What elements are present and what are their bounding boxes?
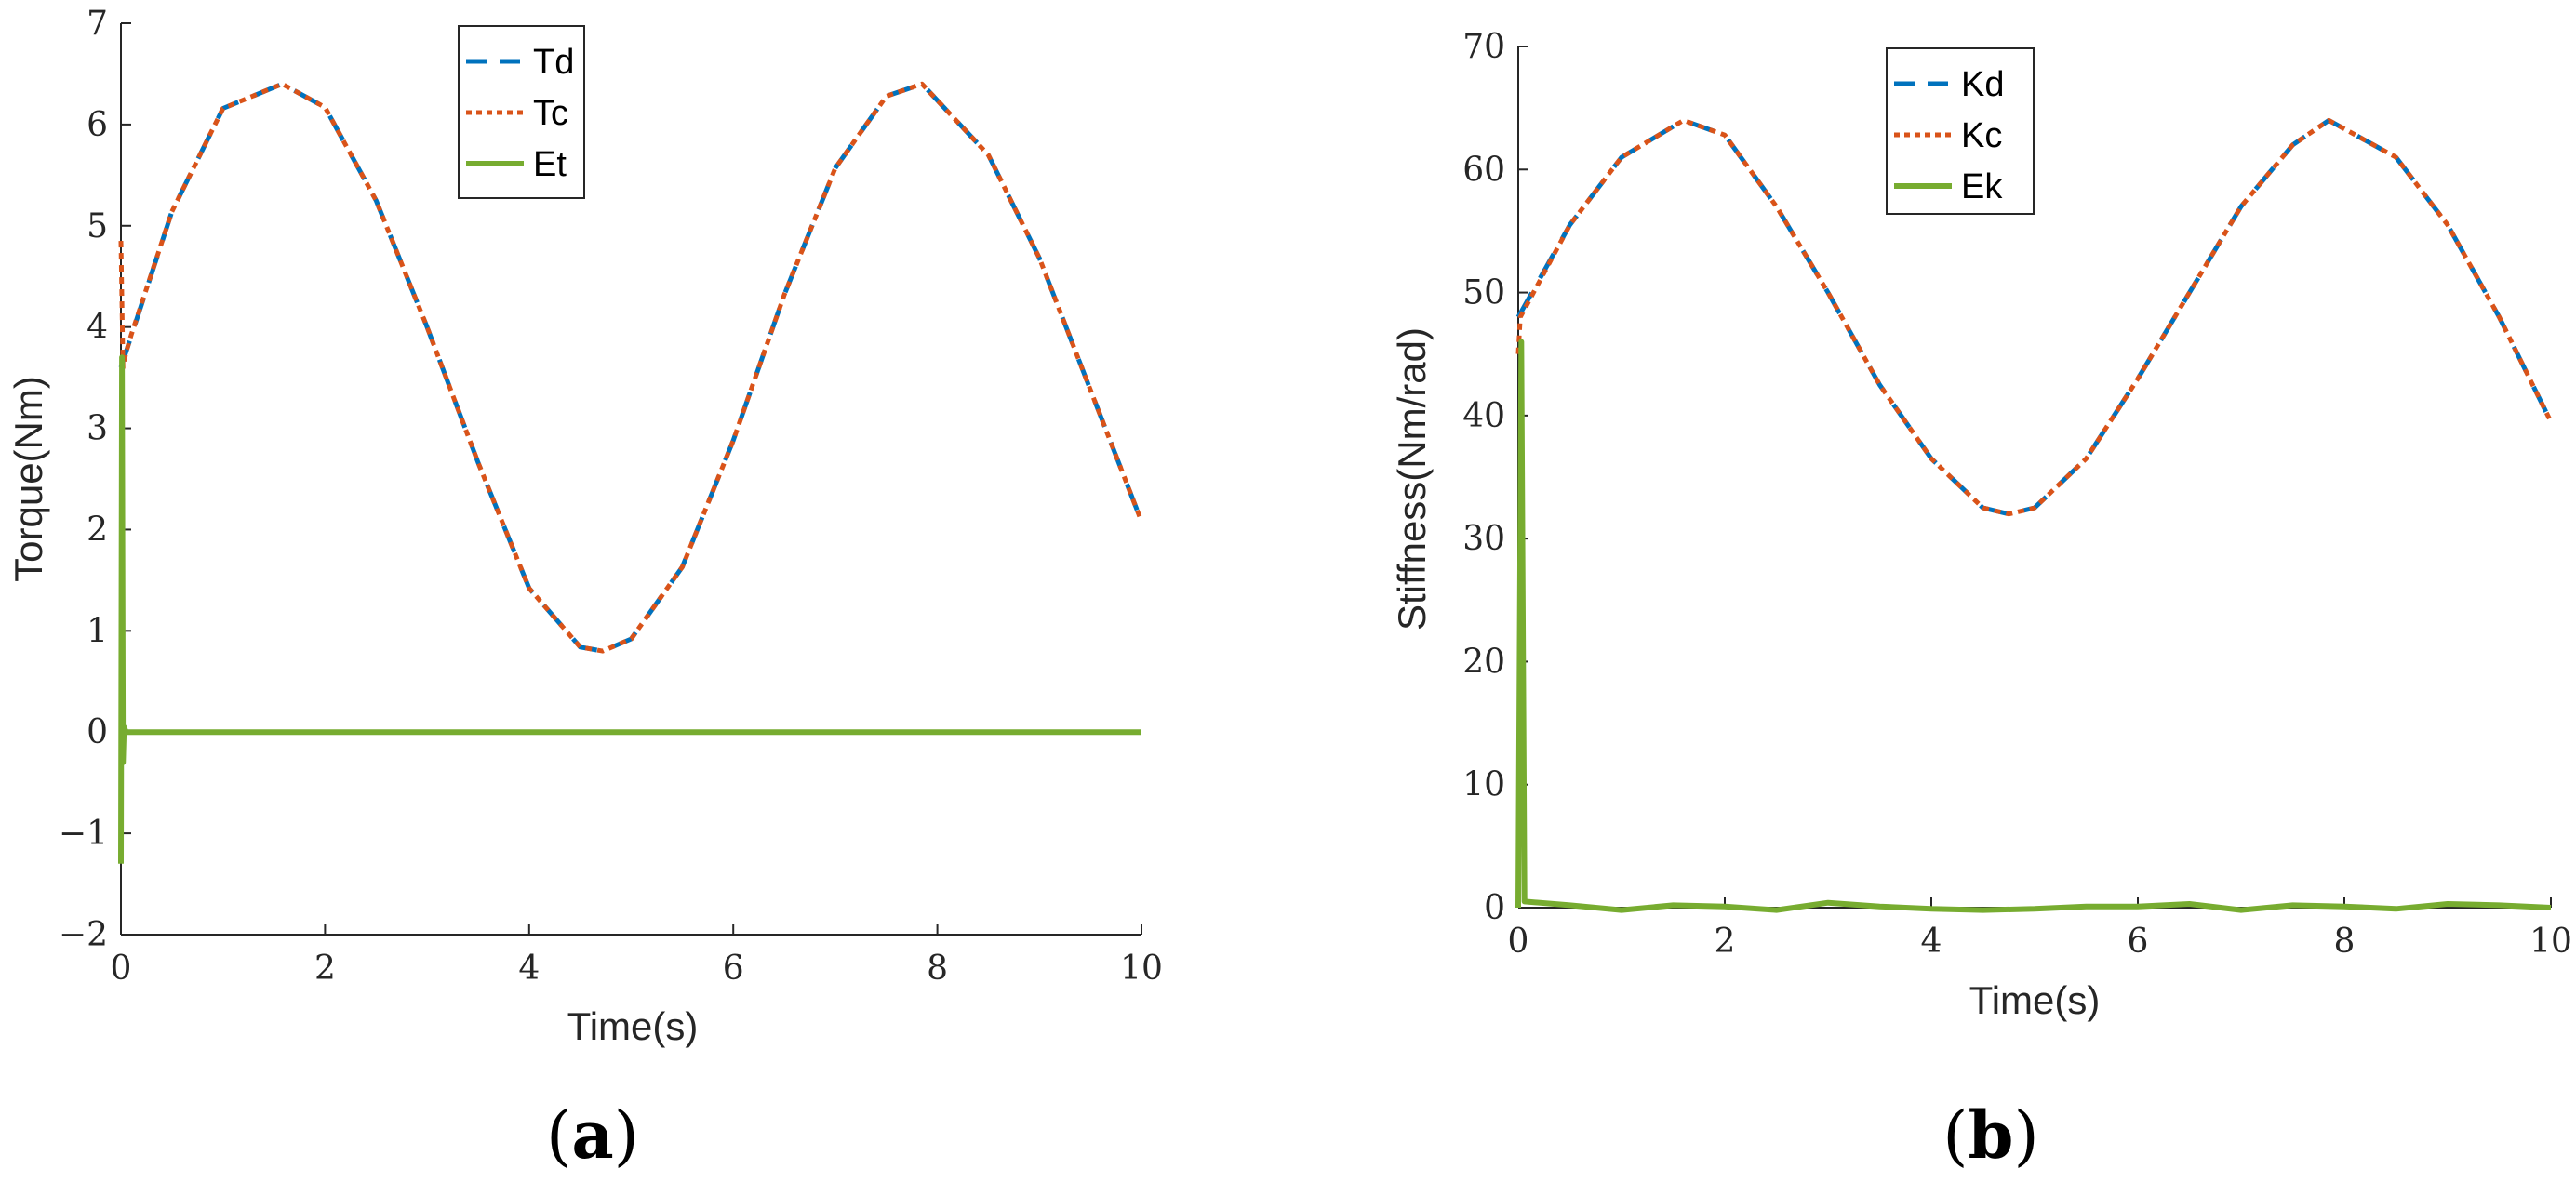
y-tick-label: 3 xyxy=(87,410,108,448)
y-tick-label: 7 xyxy=(87,5,108,43)
y-tick-label: −1 xyxy=(59,815,108,853)
y-tick-label: 4 xyxy=(87,309,108,347)
panel-label: (b) xyxy=(1942,1096,2039,1174)
x-tick-label: 6 xyxy=(723,950,744,988)
legend-label-ek: Ek xyxy=(1961,167,2003,206)
y-tick-label: 50 xyxy=(1462,274,1505,312)
legend-label-tc: Tc xyxy=(533,94,568,133)
legend-label-kd: Kd xyxy=(1961,65,2004,104)
x-tick-label: 8 xyxy=(927,950,948,988)
x-axis-label: Time(s) xyxy=(567,1004,699,1048)
x-tick-label: 10 xyxy=(1120,950,1163,988)
x-tick-label: 10 xyxy=(2529,923,2572,961)
x-tick-label: 2 xyxy=(314,950,336,988)
y-tick-label: 6 xyxy=(87,106,108,144)
y-tick-label: 2 xyxy=(87,511,108,549)
legend-box xyxy=(1886,47,2035,215)
y-axis-label: Stiffness(Nm/rad) xyxy=(1390,327,1434,631)
y-tick-label: 0 xyxy=(1484,889,1505,927)
y-tick-label: 60 xyxy=(1462,151,1505,189)
series-line-kc xyxy=(1515,117,2554,517)
legend-label-kc: Kc xyxy=(1961,116,2002,155)
panel-label: (a) xyxy=(546,1096,639,1174)
y-tick-label: 40 xyxy=(1462,397,1505,435)
y-tick-label: 10 xyxy=(1462,766,1505,804)
y-tick-label: 30 xyxy=(1462,520,1505,558)
x-tick-label: 6 xyxy=(2128,923,2149,961)
x-tick-label: 4 xyxy=(1921,923,1942,961)
chart-panel-a: 0 2 4 6 8 10 −2 −1 0 1 2 3 4 5 6 7 Time(s) Torque(Nm) Td Tc… xyxy=(7,5,1163,1174)
y-tick-label: 5 xyxy=(87,207,108,246)
legend-label-td: Td xyxy=(533,43,574,82)
legend-label-et: Et xyxy=(533,145,567,184)
series-line-et xyxy=(118,354,1141,864)
x-tick-label: 2 xyxy=(1715,923,1736,961)
series-line-tc xyxy=(118,81,1144,654)
y-tick-label: 0 xyxy=(87,713,108,751)
series-line-td xyxy=(118,81,1144,654)
y-tick-label: 1 xyxy=(87,612,108,650)
y-tick-label: −2 xyxy=(59,916,108,954)
x-tick-label: 0 xyxy=(1508,923,1529,961)
series-line-ek xyxy=(1515,339,2552,913)
y-tick-label: 20 xyxy=(1462,643,1505,681)
y-tick-label: 70 xyxy=(1462,28,1505,66)
chart-panel-b: 0 2 4 6 8 10 0 10 20 30 40 50 60 70 Time(s) Stiffness(N… xyxy=(1390,28,2572,1174)
x-tick-label: 4 xyxy=(518,950,540,988)
x-tick-label: 8 xyxy=(2334,923,2356,961)
y-axis-label: Torque(Nm) xyxy=(7,376,50,582)
x-axis-label: Time(s) xyxy=(1969,978,2101,1022)
x-tick-label: 0 xyxy=(111,950,132,988)
